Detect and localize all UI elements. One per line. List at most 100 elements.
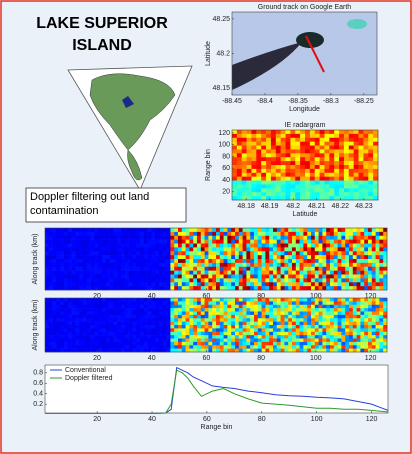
texture-cell [257, 270, 262, 275]
texture-cell [67, 321, 72, 326]
texture-cell [334, 141, 340, 146]
texture-cell [261, 325, 266, 329]
texture-cell [174, 325, 179, 329]
texture-cell [280, 311, 285, 316]
texture-cell [121, 228, 126, 233]
texture-cell [236, 161, 243, 166]
x-tick-label: 48.22 [332, 203, 350, 210]
texture-cell [334, 130, 340, 135]
legend-label: Doppler filtered [65, 375, 113, 382]
texture-cell [246, 270, 251, 275]
texture-cell [117, 239, 122, 244]
texture-cell [185, 331, 190, 336]
texture-cell [90, 282, 95, 287]
texture-cell [322, 335, 327, 339]
texture-cell [311, 321, 316, 326]
texture-cell [341, 243, 346, 248]
texture-cell [273, 345, 278, 349]
texture-cell [117, 335, 122, 339]
texture-cell [345, 266, 350, 271]
texture-cell [166, 266, 171, 271]
texture-cell [219, 255, 224, 260]
x-tick-label: 100 [310, 355, 322, 362]
texture-cell [113, 335, 118, 339]
texture-cell [147, 314, 152, 319]
texture-cell [295, 259, 300, 264]
texture-cell [197, 298, 202, 302]
texture-cell [136, 348, 141, 353]
texture-cell [363, 161, 369, 166]
texture-cell [261, 172, 267, 177]
texture-cell [113, 321, 118, 326]
texture-cell [128, 345, 133, 349]
plot-frame [44, 227, 388, 291]
texture-cell [275, 180, 281, 185]
texture-cell [231, 262, 236, 268]
texture-cell [364, 231, 369, 237]
texture-cell [383, 235, 388, 240]
texture-cell [257, 348, 262, 353]
texture-cell [231, 308, 236, 312]
texture-cell [121, 274, 126, 279]
texture-cell [170, 325, 175, 329]
texture-cell [360, 239, 365, 244]
texture-cell [83, 304, 88, 309]
texture-cell [322, 243, 327, 248]
texture-cell [117, 348, 122, 353]
texture-cell [266, 141, 272, 146]
texture-cell [314, 311, 319, 316]
texture-cell [143, 282, 148, 287]
texture-cell [324, 184, 330, 189]
texture-cell [155, 338, 160, 343]
texture-cell [360, 304, 365, 309]
texture-cell [159, 331, 164, 336]
texture-cell [343, 184, 350, 189]
texture-cell [235, 255, 240, 260]
texture-cell [352, 235, 357, 240]
texture-cell [345, 251, 350, 256]
texture-cell [128, 247, 133, 252]
texture-cell [250, 235, 255, 240]
texture-cell [166, 231, 171, 237]
texture-cell [348, 133, 354, 139]
texture-cell [261, 255, 266, 260]
texture-cell [232, 145, 238, 150]
texture-cell [219, 301, 224, 306]
texture-cell [178, 239, 183, 244]
texture-cell [256, 165, 262, 170]
texture-cell [375, 239, 380, 244]
texture-cell [307, 328, 312, 333]
texture-cell [341, 318, 346, 322]
texture-cell [261, 153, 267, 158]
texture-cell [159, 235, 164, 240]
texture-cell [368, 168, 374, 174]
texture-cell [307, 331, 312, 336]
texture-cell [204, 274, 209, 279]
texture-cell [236, 184, 243, 189]
texture-cell [56, 278, 61, 283]
texture-cell [295, 168, 301, 174]
texture-cell [273, 286, 278, 291]
texture-cell [276, 286, 281, 291]
texture-cell [140, 345, 145, 349]
texture-cell [98, 301, 103, 306]
texture-cell [86, 338, 91, 343]
texture-cell [212, 304, 217, 309]
texture-cell [358, 130, 364, 135]
texture-cell [273, 274, 278, 279]
texture-cell [339, 168, 345, 174]
texture-cell [117, 235, 122, 240]
panel-title: Ground track on Google Earth [258, 4, 351, 11]
texture-cell [227, 239, 232, 244]
texture-cell [379, 262, 384, 268]
texture-cell [45, 341, 50, 346]
texture-cell [236, 130, 243, 135]
texture-cell [368, 153, 374, 158]
texture-cell [121, 270, 126, 275]
texture-cell [151, 286, 156, 291]
texture-cell [261, 301, 266, 306]
texture-cell [345, 348, 350, 353]
texture-cell [121, 341, 126, 346]
texture-cell [345, 311, 350, 316]
texture-cell [159, 345, 164, 349]
